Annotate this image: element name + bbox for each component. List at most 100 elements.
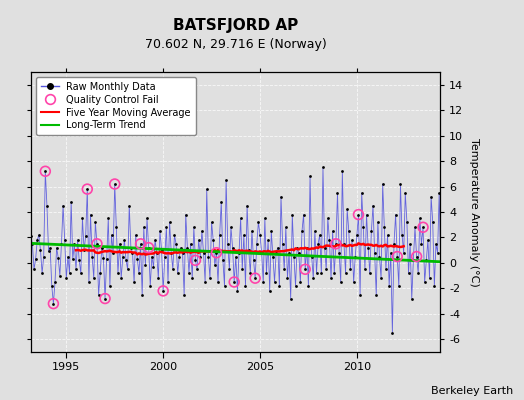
Point [46,244,54,251]
Point [175,253,183,260]
Point [227,224,235,230]
Point [103,256,111,262]
Point [405,270,413,276]
Point [182,211,190,218]
Point [94,292,103,298]
Point [380,224,388,230]
Point [191,257,200,264]
Point [235,250,243,256]
Point [136,241,145,247]
Text: BATSFJORD AP: BATSFJORD AP [173,18,299,33]
Point [345,228,353,234]
Point [88,253,96,260]
Point [374,219,382,225]
Point [256,232,264,238]
Point [93,241,101,247]
Point [33,237,41,243]
Point [190,224,198,230]
Point [70,241,79,247]
Point [411,224,419,230]
Point [106,283,114,289]
Point [303,244,311,251]
Point [333,190,342,196]
Point [272,250,280,256]
Point [287,295,295,302]
Point [141,262,149,269]
Point [96,270,104,276]
Point [385,283,394,289]
Point [86,211,95,218]
Point [348,237,356,243]
Point [67,199,75,205]
Point [381,266,390,272]
Point [320,244,329,251]
Point [246,270,255,276]
Point [281,224,290,230]
Point [243,202,252,209]
Point [245,247,253,253]
Point [357,190,366,196]
Point [395,283,403,289]
Point [354,211,363,218]
Point [311,228,319,234]
Point [120,237,128,243]
Point [336,279,345,285]
Point [270,279,279,285]
Point [130,279,138,285]
Point [143,215,151,222]
Point [199,250,208,256]
Point [364,244,373,251]
Point [253,241,261,247]
Point [409,257,418,264]
Point [97,244,106,251]
Point [27,233,35,239]
Point [340,241,348,247]
Point [296,279,304,285]
Point [443,279,452,285]
Point [138,292,146,298]
Point [28,241,37,247]
Point [350,279,358,285]
Point [83,186,92,192]
Point [145,244,153,251]
Point [251,275,259,281]
Point [263,270,271,276]
Point [91,219,100,225]
Point [429,219,437,225]
Point [122,257,130,264]
Point [101,295,109,302]
Point [72,266,80,272]
Point [191,257,200,264]
Point [225,266,234,272]
Point [167,250,176,256]
Point [414,270,422,276]
Point [387,250,395,256]
Point [127,244,135,251]
Point [208,219,216,225]
Point [45,248,53,255]
Point [427,194,435,200]
Point [154,275,162,281]
Point [214,279,222,285]
Point [180,292,188,298]
Point [39,253,48,260]
Point [69,256,77,262]
Point [112,224,121,230]
Point [219,257,227,264]
Point [359,224,367,230]
Point [369,202,377,209]
Point [124,266,132,272]
Point [196,253,204,260]
Legend: Raw Monthly Data, Quality Control Fail, Five Year Moving Average, Long-Term Tren: Raw Monthly Data, Quality Control Fail, … [36,77,196,135]
Point [201,279,209,285]
Point [438,241,446,247]
Point [354,211,363,218]
Point [133,256,141,262]
Point [293,244,301,251]
Point [41,168,49,174]
Point [367,228,376,234]
Point [314,241,322,247]
Point [83,186,92,192]
Point [264,237,272,243]
Point [398,232,406,238]
